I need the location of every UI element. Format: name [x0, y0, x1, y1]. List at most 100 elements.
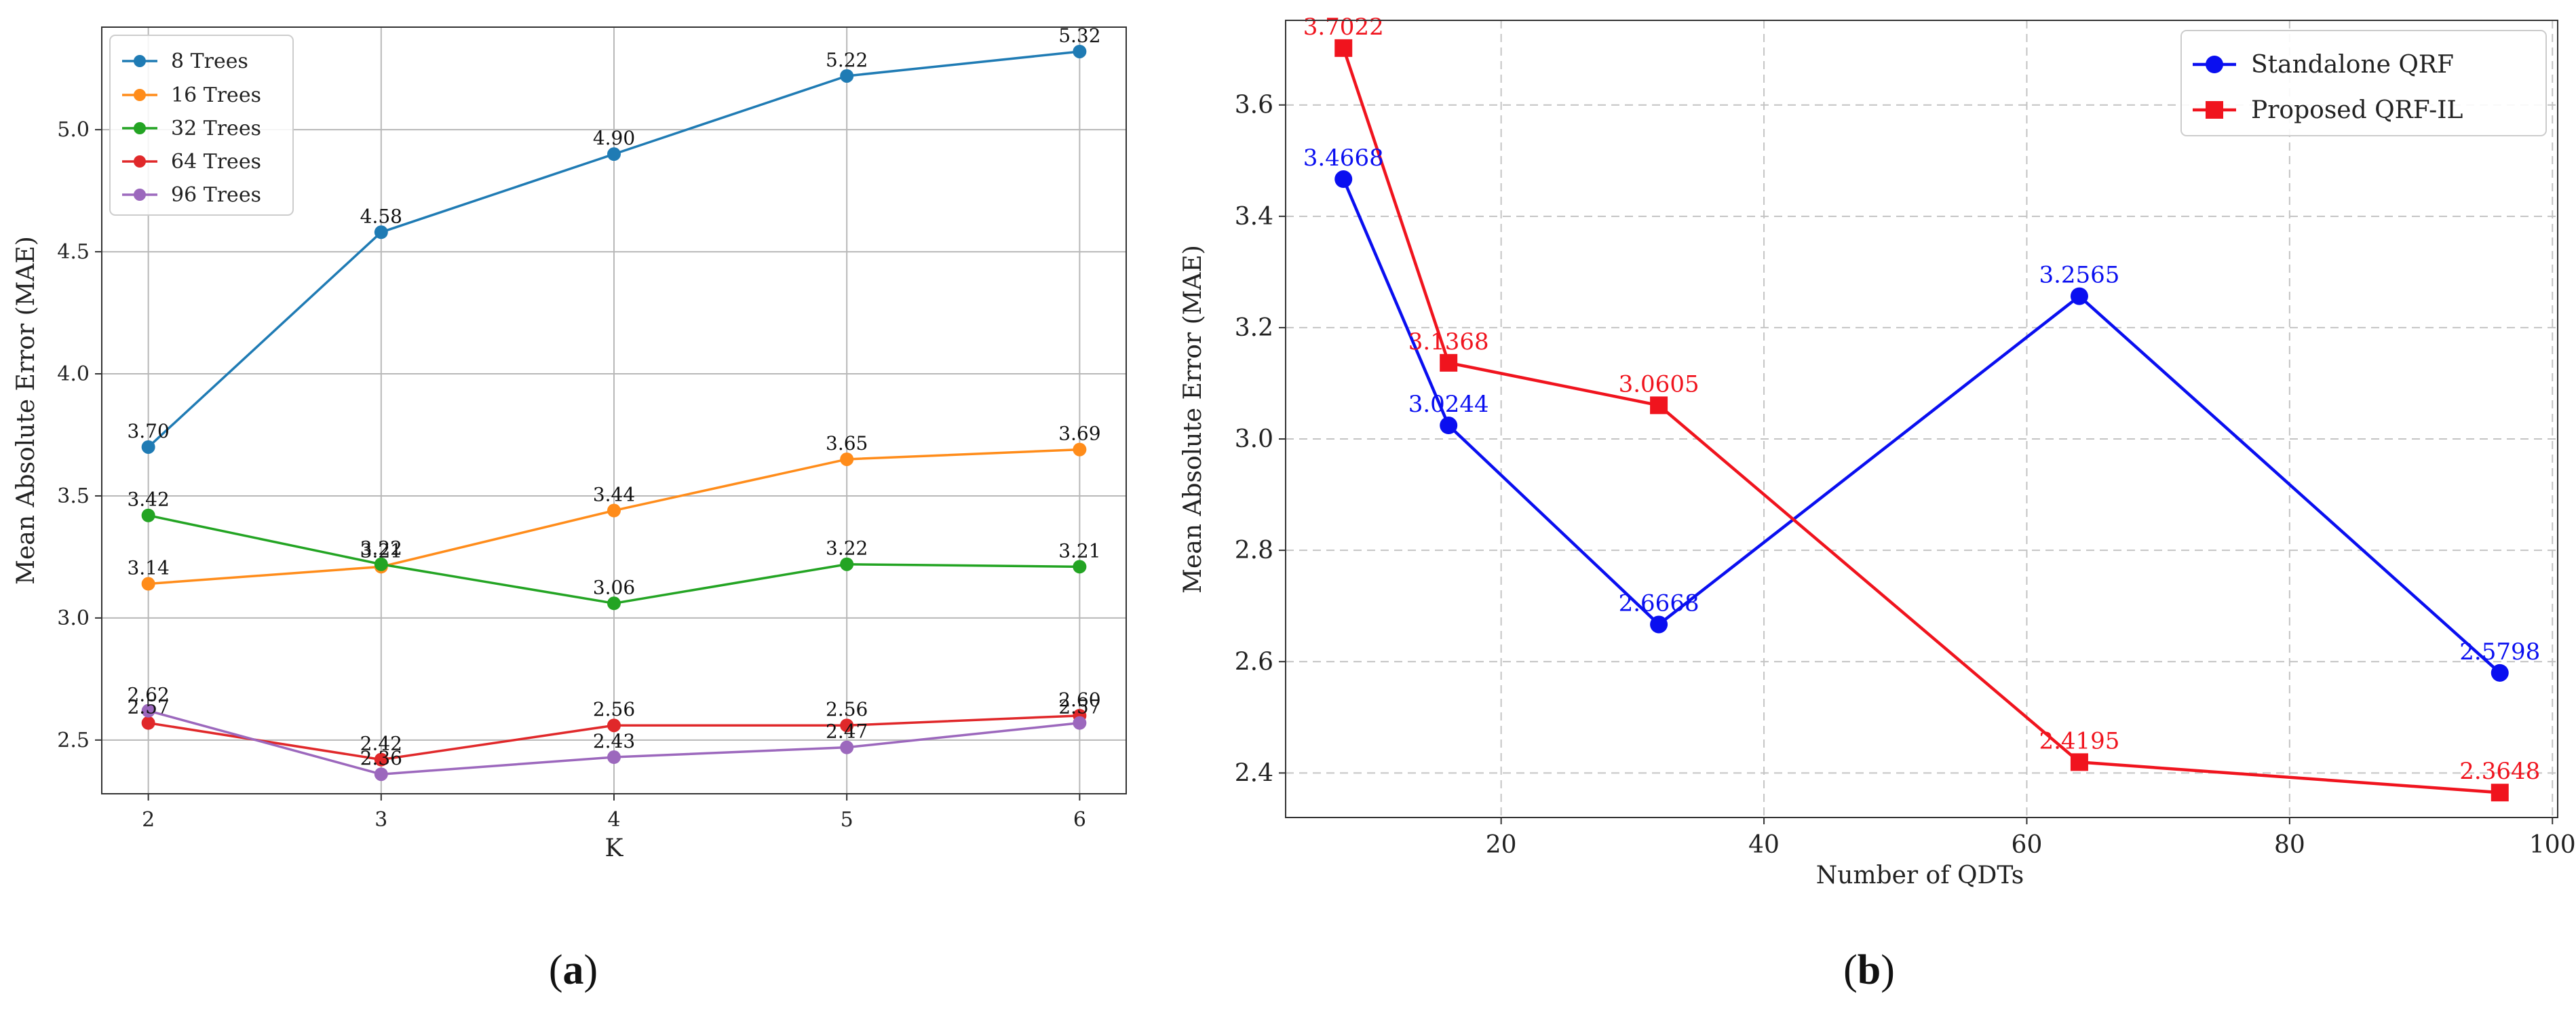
legend-label-a-2: 32 Trees — [171, 117, 261, 140]
x-tick-label-a-0: 2 — [142, 808, 155, 832]
x-axis-label-b: Number of QDTs — [1816, 862, 2024, 889]
data-point-a-3-0 — [141, 716, 155, 730]
data-label-a-0-1: 4.58 — [360, 205, 402, 227]
legend-marker-a-3 — [134, 155, 146, 168]
x-ticks-a: 2 3 4 5 6 — [142, 794, 1086, 832]
data-point-a-3-1 — [374, 752, 388, 767]
data-point-b-0-3 — [2070, 287, 2088, 305]
data-label-a-1-3: 3.65 — [826, 432, 868, 455]
data-point-a-2-1 — [374, 557, 388, 571]
data-point-b-0-2 — [1650, 615, 1668, 634]
data-label-b-0-4: 2.5798 — [2459, 638, 2540, 666]
legend-marker-b-0 — [2206, 56, 2223, 73]
data-label-b-0-0: 3.4668 — [1303, 145, 1384, 172]
legend-label-a-4: 96 Trees — [171, 183, 261, 207]
data-label-b-0-2: 2.6668 — [1619, 590, 1699, 617]
data-point-a-0-4 — [1073, 44, 1087, 58]
data-label-a-3-1: 2.42 — [360, 733, 402, 755]
data-labels-b: 3.4668 3.0244 2.6668 3.2565 2.5798 3.7022 3.13… — [1303, 14, 2541, 785]
data-label-a-4-0: 2.62 — [127, 684, 169, 706]
data-point-a-2-2 — [607, 596, 621, 611]
data-label-a-3-4: 2.60 — [1058, 689, 1100, 711]
y-tick-label-a-1: 3.0 — [57, 607, 90, 630]
legend-entry-a-0: 8 Trees — [122, 50, 248, 73]
legend-entry-a-4: 96 Trees — [122, 183, 261, 207]
data-point-a-4-1 — [374, 767, 388, 782]
legend-label-a-3: 64 Trees — [171, 150, 261, 174]
data-point-b-1-4 — [2491, 784, 2509, 802]
y-axis-label-b: Mean Absolute Error (MAE) — [1179, 245, 1207, 594]
data-label-b-1-0: 3.7022 — [1303, 14, 1384, 41]
caption-a: (a) — [549, 947, 598, 993]
data-label-a-0-0: 3.70 — [127, 420, 169, 442]
y-tick-label-a-3: 4.0 — [57, 362, 90, 386]
legend-entry-b-1: Proposed QRF-IL — [2193, 96, 2463, 124]
data-point-a-2-0 — [141, 508, 155, 522]
legend-b: Standalone QRF Proposed QRF-IL — [2180, 30, 2547, 136]
data-label-b-1-2: 3.0605 — [1619, 370, 1699, 398]
legend-label-b-1: Proposed QRF-IL — [2251, 96, 2463, 124]
legend-label-a-1: 16 Trees — [171, 83, 261, 107]
legend-marker-a-0 — [134, 55, 146, 67]
data-label-b-1-3: 2.4195 — [2039, 727, 2119, 754]
data-point-b-0-4 — [2491, 664, 2509, 682]
caption-b: (b) — [1843, 947, 1895, 993]
y-tick-label-b-4: 3.2 — [1235, 314, 1273, 342]
x-tick-label-a-2: 4 — [607, 808, 620, 832]
legend-marker-a-1 — [134, 89, 146, 101]
data-label-a-0-3: 5.22 — [826, 49, 868, 71]
data-point-b-1-0 — [1334, 39, 1353, 57]
y-tick-label-b-5: 3.4 — [1235, 203, 1273, 231]
caption-b-close: ) — [1881, 947, 1895, 993]
data-point-a-2-4 — [1073, 560, 1087, 574]
data-label-a-1-4: 3.69 — [1058, 423, 1100, 445]
series-group-a — [141, 44, 1087, 782]
data-point-b-1-2 — [1650, 396, 1668, 415]
y-tick-label-b-1: 2.6 — [1235, 648, 1273, 676]
data-point-a-1-3 — [840, 452, 854, 466]
data-label-b-0-1: 3.0244 — [1408, 391, 1489, 418]
data-point-a-0-2 — [607, 147, 621, 161]
x-tick-label-b-2: 60 — [2012, 831, 2043, 859]
plot-frame-a — [101, 26, 1127, 794]
data-label-a-0-4: 5.32 — [1058, 24, 1100, 47]
x-tick-label-a-3: 5 — [841, 808, 853, 832]
legend-entry-a-2: 32 Trees — [122, 117, 261, 140]
data-label-a-4-3: 2.47 — [826, 720, 868, 743]
data-label-a-1-1: 3.21 — [360, 539, 402, 562]
plot-frame-b — [1285, 20, 2558, 818]
data-point-a-4-4 — [1073, 716, 1087, 730]
data-point-a-4-0 — [141, 704, 155, 718]
caption-a-open: ( — [549, 947, 563, 993]
data-label-a-4-1: 2.36 — [360, 747, 402, 769]
legend-entry-b-0: Standalone QRF — [2193, 51, 2454, 79]
y-tick-label-b-2: 2.8 — [1235, 537, 1273, 564]
data-label-b-1-1: 3.1368 — [1408, 328, 1489, 355]
series-line-b-0 — [1342, 178, 2501, 674]
x-ticks-b: 20 40 60 80 100 — [1486, 818, 2576, 859]
data-label-a-3-2: 2.56 — [593, 698, 635, 720]
x-tick-label-b-0: 20 — [1486, 831, 1517, 859]
x-tick-label-b-3: 80 — [2274, 831, 2305, 859]
data-label-a-2-2: 3.06 — [593, 576, 635, 598]
legend-box-a — [109, 35, 294, 216]
data-point-a-0-0 — [141, 440, 155, 454]
x-tick-label-a-1: 3 — [374, 808, 387, 832]
data-point-a-0-3 — [840, 69, 854, 83]
data-label-a-2-1: 3.22 — [360, 537, 402, 560]
legend-marker-b-1 — [2206, 101, 2223, 119]
data-point-b-0-0 — [1334, 170, 1353, 189]
data-label-a-4-4: 2.57 — [1058, 696, 1100, 718]
data-label-a-3-0: 2.57 — [127, 696, 169, 718]
data-label-a-4-2: 2.43 — [593, 730, 635, 752]
y-axis-label-a: Mean Absolute Error (MAE) — [12, 236, 40, 585]
data-point-a-3-2 — [607, 718, 621, 733]
data-label-a-1-0: 3.14 — [127, 557, 169, 579]
y-tick-label-a-5: 5.0 — [57, 118, 90, 142]
y-tick-label-b-3: 3.0 — [1235, 425, 1273, 453]
caption-a-letter: a — [563, 947, 584, 993]
y-tick-label-a-4: 4.5 — [57, 240, 90, 264]
data-label-a-2-4: 3.21 — [1058, 539, 1100, 562]
data-point-a-4-2 — [607, 750, 621, 765]
